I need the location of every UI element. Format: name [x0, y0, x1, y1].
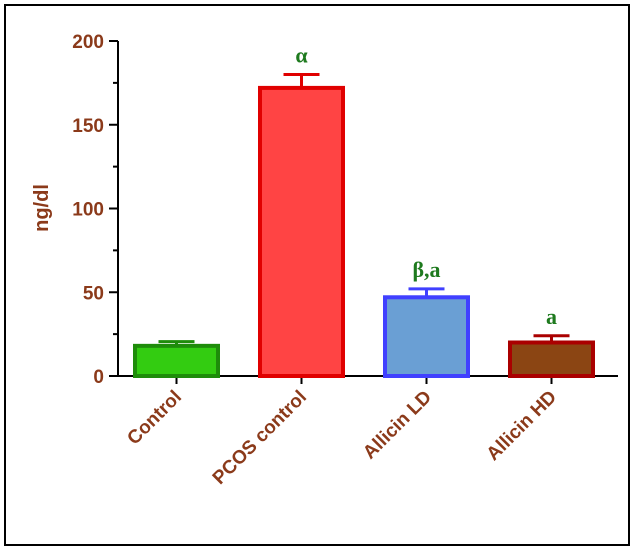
y-tick-label: 0	[93, 367, 104, 388]
significance-annotation: a	[546, 304, 557, 329]
axes	[109, 40, 618, 384]
x-tick-label: Control	[123, 387, 186, 450]
y-tick-label: 100	[72, 200, 104, 221]
x-tick-label: Allicin LD	[359, 387, 436, 464]
y-tick-label: 200	[72, 32, 104, 53]
x-tick-label: PCOS control	[209, 387, 311, 489]
y-tick-label: 50	[83, 283, 104, 304]
significance-annotation: β,a	[412, 257, 440, 282]
y-tick-label: 150	[72, 116, 104, 137]
bar-control	[133, 343, 220, 379]
y-axis-label: ng/dl	[31, 184, 53, 232]
x-tick-label: Allicin HD	[483, 387, 561, 465]
bar-allicin-ld	[383, 295, 470, 378]
bars	[133, 73, 595, 379]
significance-annotation: α	[295, 43, 308, 68]
bar-pcos-control	[258, 85, 345, 379]
bar-allicin-hd	[508, 340, 595, 378]
